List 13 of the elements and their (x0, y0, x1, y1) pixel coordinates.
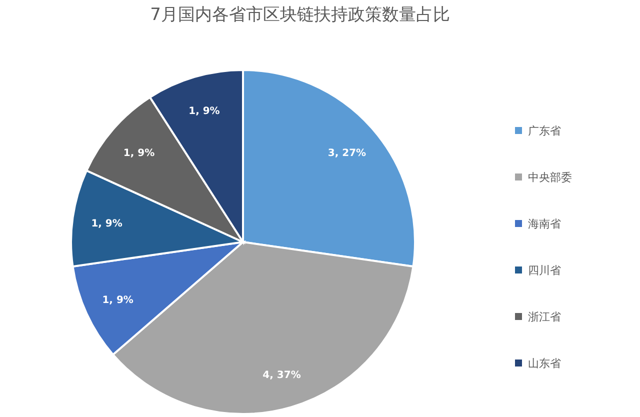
legend-label: 四川省 (528, 264, 561, 277)
data-label: 1, 9% (188, 106, 220, 117)
legend-label: 山东省 (528, 357, 561, 370)
chart-title: 7月国内各省市区块链扶持政策数量占比 (150, 5, 450, 25)
data-label: 1, 9% (102, 295, 134, 306)
data-label: 1, 9% (91, 218, 122, 230)
legend-label: 中央部委 (528, 171, 572, 184)
legend-label: 海南省 (528, 218, 561, 230)
data-label: 3, 27% (328, 148, 366, 159)
data-label: 1, 9% (123, 148, 155, 159)
data-label: 4, 37% (262, 370, 301, 382)
legend-label: 浙江省 (528, 310, 561, 324)
legend-label: 广东省 (528, 124, 561, 138)
